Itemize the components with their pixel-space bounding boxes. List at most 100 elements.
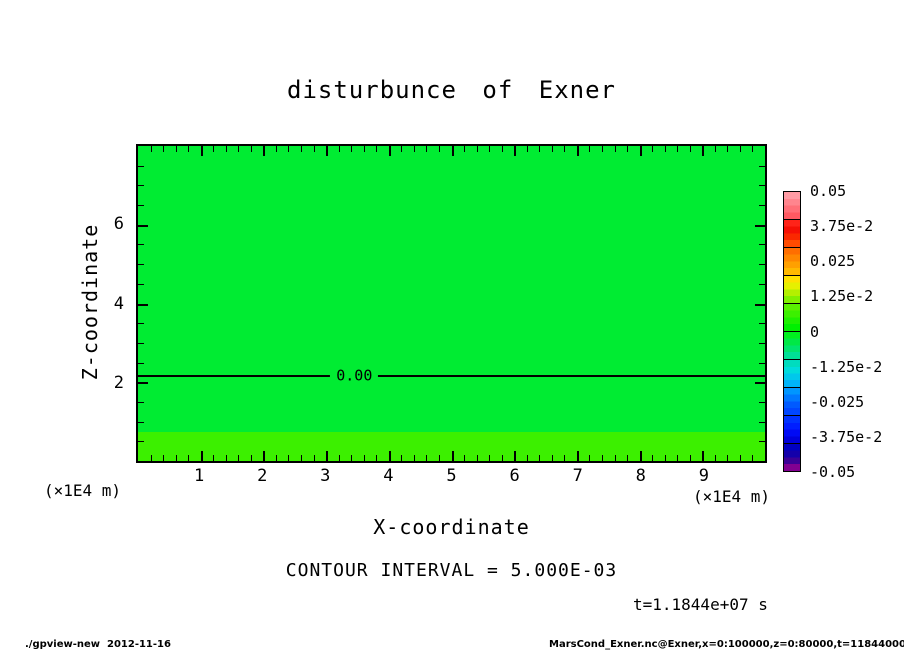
z-tick-minor xyxy=(138,165,144,167)
x-tick-minor xyxy=(476,455,478,461)
x-tick-label: 7 xyxy=(572,466,583,486)
x-tick-minor xyxy=(714,146,716,152)
z-tick-labels: 2 4 6 xyxy=(96,144,124,463)
x-tick-minor xyxy=(401,455,403,461)
x-tick-major xyxy=(576,146,579,156)
z-tick-major xyxy=(138,382,148,385)
x-tick-minor xyxy=(413,146,415,152)
x-tick-major xyxy=(702,146,705,156)
x-tick-minor xyxy=(539,455,541,461)
x-tick-minor xyxy=(163,146,165,152)
x-tick-minor xyxy=(752,455,754,461)
x-tick-minor xyxy=(689,455,691,461)
x-tick-minor xyxy=(464,146,466,152)
x-tick-minor xyxy=(301,146,303,152)
time-label: t=1.1844e+07 s xyxy=(633,595,768,614)
x-tick-minor xyxy=(489,455,491,461)
x-tick-major xyxy=(388,146,391,156)
z-axis-unit-label: (×1E4 m) xyxy=(44,481,122,500)
x-tick-minor xyxy=(501,146,503,152)
z-tick-minor xyxy=(759,342,765,344)
x-tick-minor xyxy=(225,455,227,461)
x-tick-minor xyxy=(727,146,729,152)
x-tick-label: 2 xyxy=(257,466,268,486)
x-tick-minor xyxy=(401,146,403,152)
x-tick-minor xyxy=(526,146,528,152)
x-tick-major xyxy=(200,451,203,461)
x-tick-minor xyxy=(351,455,353,461)
x-tick-major xyxy=(576,451,579,461)
x-tick-label: 4 xyxy=(383,466,394,486)
x-tick-major xyxy=(514,146,517,156)
x-tick-minor xyxy=(163,455,165,461)
x-tick-minor xyxy=(376,455,378,461)
x-tick-minor xyxy=(727,455,729,461)
z-tick-minor xyxy=(759,362,765,364)
x-tick-minor xyxy=(288,455,290,461)
z-tick-major xyxy=(755,303,765,306)
x-tick-minor xyxy=(664,146,666,152)
z-tick-minor xyxy=(138,342,144,344)
x-tick-minor xyxy=(739,455,741,461)
x-tick-minor xyxy=(426,146,428,152)
colorbar-cell-0 xyxy=(784,192,800,220)
z-tick-major xyxy=(755,224,765,227)
plot-area: 0.00 xyxy=(136,144,767,463)
z-tick-minor xyxy=(138,185,144,187)
colorbar-label: -3.75e-2 xyxy=(810,427,883,446)
x-tick-major xyxy=(388,451,391,461)
x-tick-minor xyxy=(752,146,754,152)
colorbar-label: 0.025 xyxy=(810,252,856,271)
x-tick-minor xyxy=(250,455,252,461)
x-tick-minor xyxy=(150,455,152,461)
colorbar-label: -1.25e-2 xyxy=(810,357,883,376)
x-tick-minor xyxy=(589,455,591,461)
x-tick-major xyxy=(451,451,454,461)
footer-command-text: ./gpview-new 2012-11-16 xyxy=(25,639,171,650)
chart-title: disturbunce of Exner xyxy=(287,76,616,104)
x-tick-minor xyxy=(739,146,741,152)
x-tick-minor xyxy=(188,146,190,152)
z-tick-minor xyxy=(759,323,765,325)
x-tick-minor xyxy=(464,455,466,461)
x-tick-label: 5 xyxy=(446,466,457,486)
colorbar-cell-4 xyxy=(784,304,800,332)
fill-region-0 xyxy=(138,146,765,433)
x-tick-minor xyxy=(601,455,603,461)
colorbar-cell-3 xyxy=(784,276,800,304)
z-tick-minor xyxy=(138,362,144,364)
x-tick-minor xyxy=(238,146,240,152)
z-tick-label: 2 xyxy=(113,373,124,394)
x-tick-minor xyxy=(501,455,503,461)
colorbar-cell-6 xyxy=(784,360,800,388)
x-tick-minor xyxy=(526,455,528,461)
z-tick-minor xyxy=(138,205,144,207)
z-tick-minor xyxy=(138,401,144,403)
x-tick-major xyxy=(639,451,642,461)
z-tick-minor xyxy=(759,283,765,285)
x-tick-minor xyxy=(363,146,365,152)
zero-contour-label: 0.00 xyxy=(330,367,379,385)
z-tick-minor xyxy=(759,185,765,187)
x-tick-minor xyxy=(652,146,654,152)
z-tick-major xyxy=(138,224,148,227)
x-tick-minor xyxy=(627,146,629,152)
x-tick-minor xyxy=(627,455,629,461)
x-tick-label: 6 xyxy=(509,466,520,486)
x-tick-label: 1 xyxy=(193,466,205,486)
x-tick-minor xyxy=(714,455,716,461)
colorbar-label: 0.05 xyxy=(810,182,847,200)
x-tick-minor xyxy=(664,455,666,461)
x-tick-labels: 1 2 3 4 5 6 7 8 9 xyxy=(136,466,767,486)
z-tick-minor xyxy=(759,421,765,423)
colorbar-cell-7 xyxy=(784,388,800,416)
x-tick-major xyxy=(200,146,203,156)
colorbar-label: -0.025 xyxy=(810,392,865,411)
x-tick-label: 3 xyxy=(320,466,331,486)
x-tick-minor xyxy=(338,146,340,152)
z-tick-label: 6 xyxy=(113,213,124,234)
x-tick-minor xyxy=(677,146,679,152)
x-tick-minor xyxy=(652,455,654,461)
z-tick-major xyxy=(755,382,765,385)
